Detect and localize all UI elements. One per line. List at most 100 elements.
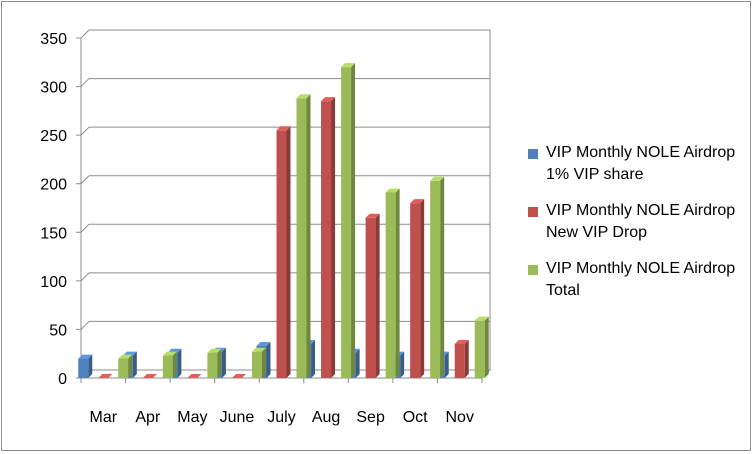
bar-top bbox=[341, 63, 356, 68]
x-tick-label: July bbox=[267, 409, 295, 426]
grid-diagonal bbox=[80, 223, 90, 233]
bar-front bbox=[207, 352, 218, 378]
legend-item-new-vip-drop: VIP Monthly NOLE Airdrop New VIP Drop bbox=[524, 200, 749, 258]
legend-label: VIP Monthly NOLE Airdrop 1% VIP share bbox=[546, 144, 736, 183]
bar bbox=[98, 374, 113, 378]
bar-front bbox=[251, 351, 262, 378]
bar bbox=[341, 63, 356, 379]
bar-side bbox=[286, 126, 291, 379]
bar-side bbox=[400, 351, 405, 378]
bar-top bbox=[142, 374, 157, 378]
bar bbox=[78, 354, 93, 378]
y-tick-label: 150 bbox=[40, 225, 67, 242]
bar-side bbox=[261, 347, 266, 378]
bar-front bbox=[365, 217, 376, 378]
bar-top bbox=[251, 347, 266, 352]
bar-side bbox=[444, 351, 449, 378]
bar bbox=[474, 316, 489, 378]
bar-front bbox=[341, 67, 352, 379]
bar-front bbox=[454, 344, 465, 378]
legend-swatch-blue bbox=[528, 149, 538, 159]
bar-top bbox=[187, 374, 202, 378]
x-tick-label: Oct bbox=[403, 409, 428, 426]
bar bbox=[410, 199, 425, 378]
bar bbox=[321, 97, 336, 379]
bar-side bbox=[331, 97, 336, 379]
bar-side bbox=[128, 354, 133, 378]
bar bbox=[385, 188, 400, 378]
bar-side bbox=[88, 354, 93, 378]
x-tick-label: Apr bbox=[135, 409, 161, 426]
bar-top bbox=[365, 213, 380, 218]
bar-side bbox=[464, 340, 469, 378]
grid-diagonal bbox=[80, 272, 90, 282]
bar bbox=[207, 348, 222, 378]
grid-diagonal bbox=[80, 126, 90, 136]
legend-swatch-green bbox=[528, 265, 538, 275]
y-tick-label: 350 bbox=[40, 31, 67, 48]
bar-front bbox=[78, 358, 89, 378]
bar bbox=[430, 176, 445, 378]
bar-side bbox=[172, 351, 177, 378]
x-tick-label: June bbox=[220, 409, 255, 426]
legend: VIP Monthly NOLE Airdrop 1% VIP share VI… bbox=[524, 142, 749, 316]
bar-top bbox=[118, 354, 133, 359]
bar-side bbox=[484, 316, 489, 378]
y-tick-labels: 0 50 100 150 200 250 300 350 bbox=[40, 31, 67, 388]
bar-top bbox=[256, 341, 271, 346]
bar-front bbox=[162, 355, 173, 378]
bar-top bbox=[98, 374, 113, 378]
bar-side bbox=[420, 199, 425, 378]
bars bbox=[78, 63, 489, 379]
bar-top bbox=[276, 126, 291, 131]
bar bbox=[142, 374, 157, 378]
x-tick-label: Aug bbox=[312, 409, 340, 426]
bar-side bbox=[266, 341, 271, 378]
bar-side bbox=[177, 348, 182, 378]
bar-side bbox=[311, 340, 316, 378]
bar-top bbox=[78, 354, 93, 359]
bar-front bbox=[296, 98, 307, 378]
bar-side bbox=[440, 176, 445, 378]
legend-label: VIP Monthly NOLE Airdrop Total bbox=[546, 260, 736, 299]
legend-item-1pct-vip-share: VIP Monthly NOLE Airdrop 1% VIP share bbox=[524, 142, 749, 200]
bar-top bbox=[474, 316, 489, 321]
bar-front bbox=[474, 320, 485, 378]
grid-diagonal bbox=[80, 29, 90, 39]
bar-front bbox=[385, 192, 396, 378]
bar-front bbox=[321, 101, 332, 379]
bar-top bbox=[430, 176, 445, 181]
y-tick-label: 200 bbox=[40, 177, 67, 194]
bar-side bbox=[306, 94, 311, 378]
bar-top bbox=[385, 188, 400, 193]
y-tick-label: 50 bbox=[49, 322, 67, 339]
grid-diagonal bbox=[80, 175, 90, 185]
x-tick-label: Mar bbox=[89, 409, 117, 426]
y-tick-label: 0 bbox=[58, 371, 67, 388]
bar bbox=[187, 374, 202, 378]
bar bbox=[231, 374, 246, 378]
grid-diagonal bbox=[80, 78, 90, 87]
legend-item-total: VIP Monthly NOLE Airdrop Total bbox=[524, 258, 749, 316]
legend-swatch-red bbox=[528, 207, 538, 217]
bar-top bbox=[454, 340, 469, 344]
legend-label: VIP Monthly NOLE Airdrop New VIP Drop bbox=[546, 202, 736, 241]
x-tick-label: Nov bbox=[445, 409, 473, 426]
bar bbox=[296, 94, 311, 378]
grid-diagonal bbox=[80, 321, 90, 330]
x-tick-labels: Mar Apr May June July Aug Sep Oct Nov bbox=[89, 409, 473, 426]
bar bbox=[276, 126, 291, 379]
bar-side bbox=[351, 63, 356, 379]
bar-side bbox=[395, 188, 400, 378]
bar-front bbox=[410, 203, 421, 378]
bar bbox=[365, 213, 380, 378]
bar-side bbox=[221, 347, 226, 378]
bar bbox=[454, 340, 469, 378]
bar bbox=[118, 354, 133, 378]
y-tick-label: 300 bbox=[40, 80, 67, 97]
bar-top bbox=[231, 374, 246, 378]
bar-front bbox=[430, 180, 441, 378]
bar-side bbox=[355, 348, 360, 378]
bar-front bbox=[276, 130, 287, 378]
